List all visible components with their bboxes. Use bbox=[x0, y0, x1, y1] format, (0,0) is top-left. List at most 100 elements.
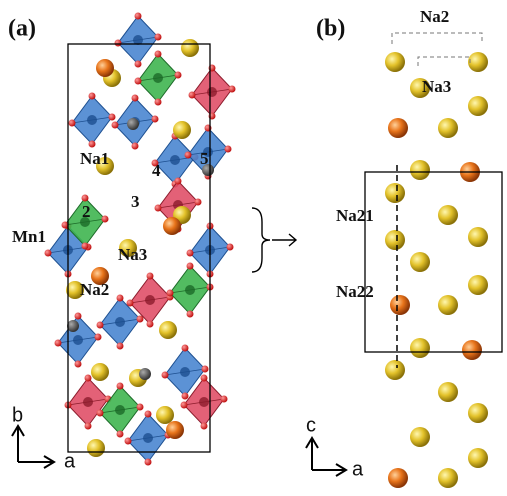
na-atom bbox=[173, 121, 191, 139]
na-atom bbox=[385, 52, 405, 72]
na-atom bbox=[438, 118, 458, 138]
oxygen-atom bbox=[126, 299, 134, 307]
na-atom bbox=[159, 321, 177, 339]
oxygen-atom bbox=[174, 177, 182, 185]
na-atom bbox=[96, 59, 114, 77]
oxygen-atom bbox=[81, 242, 89, 250]
oxygen-atom bbox=[54, 339, 62, 347]
oxygen-atom bbox=[194, 198, 202, 206]
site-label: Na2 bbox=[80, 280, 109, 299]
oxygen-atom bbox=[94, 333, 102, 341]
oxygen-atom bbox=[134, 12, 142, 20]
na-atom bbox=[156, 406, 174, 424]
metal-atom bbox=[170, 155, 180, 165]
unit-cell-a bbox=[67, 43, 211, 453]
metal-atom bbox=[153, 73, 163, 83]
na-atom bbox=[388, 468, 408, 488]
na-atom bbox=[468, 52, 488, 72]
oxygen-atom bbox=[108, 113, 116, 121]
oxygen-atom bbox=[144, 458, 152, 466]
na-atom bbox=[181, 39, 199, 57]
na-atom bbox=[385, 360, 405, 380]
metal-atom bbox=[73, 335, 83, 345]
na-atom bbox=[410, 160, 430, 180]
na-atom bbox=[438, 468, 458, 488]
oxygen-atom bbox=[88, 92, 96, 100]
oxygen-atom bbox=[186, 249, 194, 257]
oxygen-atom bbox=[174, 71, 182, 79]
na-atom bbox=[410, 427, 430, 447]
mn-atom bbox=[67, 320, 79, 332]
oxygen-atom bbox=[116, 342, 124, 350]
metal-atom bbox=[145, 295, 155, 305]
oxygen-atom bbox=[228, 85, 236, 93]
oxygen-atom bbox=[226, 243, 234, 251]
na-atom bbox=[438, 295, 458, 315]
site-label: 4 bbox=[152, 161, 161, 180]
na-atom bbox=[385, 230, 405, 250]
oxygen-atom bbox=[151, 115, 159, 123]
panel-label: (a) bbox=[8, 16, 36, 42]
unit-cell-b bbox=[364, 171, 503, 353]
na-atom bbox=[390, 295, 410, 315]
na-atom bbox=[468, 227, 488, 247]
oxygen-atom bbox=[116, 294, 124, 302]
oxygen-atom bbox=[181, 344, 189, 352]
oxygen-atom bbox=[144, 410, 152, 418]
oxygen-atom bbox=[146, 320, 154, 328]
oxygen-atom bbox=[68, 119, 76, 127]
na-atom bbox=[410, 252, 430, 272]
brace bbox=[251, 207, 271, 273]
axis-label: a bbox=[64, 450, 76, 472]
metal-atom bbox=[133, 35, 143, 45]
oxygen-atom bbox=[116, 382, 124, 390]
oxygen-atom bbox=[131, 94, 139, 102]
oxygen-atom bbox=[166, 289, 174, 297]
oxygen-atom bbox=[161, 371, 169, 379]
oxygen-atom bbox=[180, 401, 188, 409]
na-atom bbox=[468, 275, 488, 295]
oxygen-atom bbox=[84, 422, 92, 430]
oxygen-atom bbox=[84, 374, 92, 382]
na-atom bbox=[468, 448, 488, 468]
oxygen-atom bbox=[154, 50, 162, 58]
axis-arrows-a bbox=[11, 424, 56, 469]
oxygen-atom bbox=[136, 403, 144, 411]
oxygen-atom bbox=[200, 374, 208, 382]
site-label: Na21 bbox=[336, 206, 374, 225]
na-atom bbox=[438, 382, 458, 402]
metal-atom bbox=[115, 317, 125, 327]
oxygen-atom bbox=[74, 312, 82, 320]
structure bbox=[44, 12, 488, 488]
oxygen-atom bbox=[136, 315, 144, 323]
oxygen-atom bbox=[74, 360, 82, 368]
oxygen-atom bbox=[96, 409, 104, 417]
oxygen-atom bbox=[114, 39, 122, 47]
oxygen-atom bbox=[61, 221, 69, 229]
oxygen-atom bbox=[44, 249, 52, 257]
na-atom bbox=[468, 403, 488, 423]
oxygen-atom bbox=[151, 159, 159, 167]
oxygen-atom bbox=[131, 142, 139, 150]
metal-atom bbox=[143, 433, 153, 443]
axis-arrows-b bbox=[305, 436, 348, 477]
metal-atom bbox=[207, 87, 217, 97]
oxygen-atom bbox=[200, 422, 208, 430]
oxygen-atom bbox=[88, 140, 96, 148]
oxygen-atom bbox=[134, 60, 142, 68]
site-label: Na1 bbox=[80, 149, 109, 168]
site-label: Mn1 bbox=[12, 227, 46, 246]
oxygen-atom bbox=[146, 272, 154, 280]
na-atom bbox=[91, 363, 109, 381]
metal-atom bbox=[83, 397, 93, 407]
oxygen-atom bbox=[154, 33, 162, 41]
oxygen-atom bbox=[186, 310, 194, 318]
oxygen-atom bbox=[220, 395, 228, 403]
axis-label: b bbox=[12, 404, 23, 426]
na-atom bbox=[410, 338, 430, 358]
site-label: Na22 bbox=[336, 282, 374, 301]
panel-label: (b) bbox=[316, 16, 345, 42]
metal-atom bbox=[87, 115, 97, 125]
metal-atom bbox=[199, 397, 209, 407]
